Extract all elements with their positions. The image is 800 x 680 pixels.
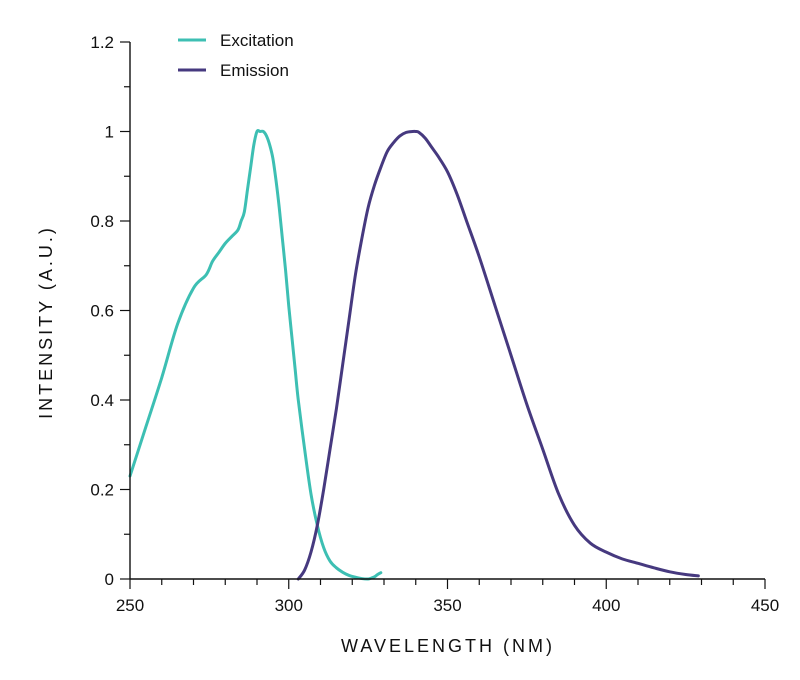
y-tick-label: 1 xyxy=(105,123,114,142)
series-line-emission xyxy=(296,129,700,581)
y-axis-title: INTENSITY (A.U.) xyxy=(36,225,56,419)
x-tick-label: 300 xyxy=(275,596,303,615)
y-tick-label: 0.8 xyxy=(90,212,114,231)
legend: Excitation Emission xyxy=(178,31,294,80)
x-tick-label: 450 xyxy=(751,596,779,615)
y-tick-label: 0.2 xyxy=(90,481,114,500)
series-line-excitation xyxy=(128,129,383,581)
x-tick-label: 400 xyxy=(592,596,620,615)
y-tick-label: 1.2 xyxy=(90,33,114,52)
labels-layer: 250 300 350 400 450 0 0.2 0.4 0.6 0.8 1 1.2 xyxy=(90,33,779,615)
x-tick-label: 250 xyxy=(116,596,144,615)
y-tick-label: 0 xyxy=(105,570,114,589)
legend-label-excitation: Excitation xyxy=(220,31,294,50)
ticks-layer xyxy=(120,41,766,589)
axes-layer xyxy=(129,42,765,580)
series-layer xyxy=(128,129,700,581)
y-tick-label: 0.6 xyxy=(90,302,114,321)
x-axis-title: WAVELENGTH (NM) xyxy=(341,636,555,656)
legend-label-emission: Emission xyxy=(220,61,289,80)
x-tick-label: 350 xyxy=(433,596,461,615)
y-tick-label: 0.4 xyxy=(90,391,114,410)
